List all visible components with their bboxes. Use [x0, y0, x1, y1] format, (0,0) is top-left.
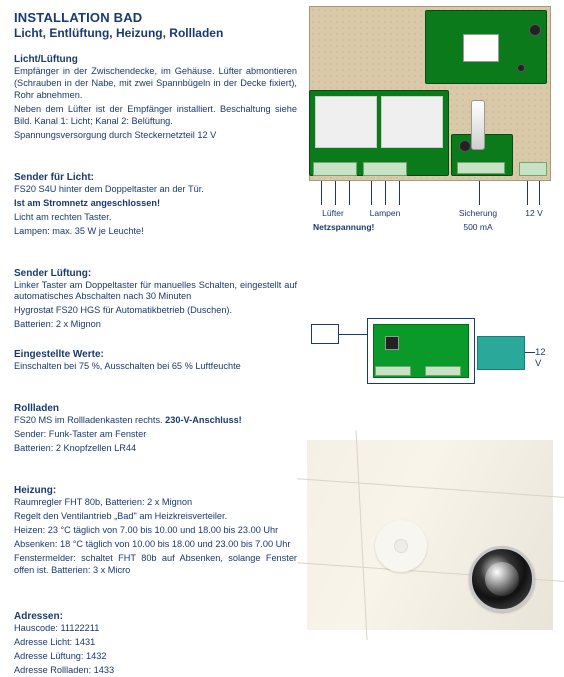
terminal-luefter: [313, 162, 357, 176]
section-head-heating: Heizung:: [14, 485, 297, 496]
para: Lampen: max. 35 W je Leuchte!: [14, 226, 297, 238]
figure-board-wiring: Lüfter Lampen Sicherung 12 V Netzspannun…: [309, 6, 551, 246]
para: Raumregler FHT 80b, Batterien: 2 x Migno…: [14, 497, 297, 509]
para: Absenken: 18 °C täglich von 10.00 bis 18…: [14, 539, 297, 551]
terminal-fuse: [457, 162, 505, 174]
para: FS20 MS im Rollladenkasten rechts. 230-V…: [14, 415, 297, 427]
tile-grout: [356, 430, 368, 640]
section-head-sender-vent: Sender Lüftung:: [14, 268, 297, 279]
para: Licht am rechten Taster.: [14, 212, 297, 224]
label-500ma: 500 mA: [447, 222, 509, 232]
label-luefter: Lüfter: [313, 208, 353, 218]
wire-lead: [479, 181, 480, 205]
capacitor: [517, 64, 525, 72]
wire-lead: [321, 181, 322, 205]
wire-lead: [539, 181, 540, 205]
terminal: [375, 366, 411, 376]
label-lampen: Lampen: [363, 208, 407, 218]
para: Einschalten bei 75 %, Ausschalten bei 65…: [14, 361, 297, 373]
text-bold: 230-V-Anschluss!: [165, 415, 242, 425]
fuse: [471, 100, 485, 150]
lamp-reflector: [485, 562, 519, 596]
text: FS20 MS im Rollladenkasten rechts.: [14, 415, 165, 425]
section-head-values: Eingestellte Werte:: [14, 349, 297, 360]
wire-lead: [399, 181, 400, 205]
section-head-addresses: Adressen:: [14, 611, 297, 622]
terminal: [425, 366, 461, 376]
wire-lead: [335, 181, 336, 205]
section-head-light: Licht/Lüftung: [14, 54, 297, 65]
para: Hauscode: 11122211: [14, 623, 297, 635]
wire-line: [525, 352, 535, 353]
para: Adresse Lüftung: 1432: [14, 651, 297, 663]
para: Linker Taster am Doppeltaster für manuel…: [14, 280, 297, 304]
label-12v: 12 V: [517, 208, 551, 218]
para: Spannungsversorgung durch Steckernetztei…: [14, 130, 297, 142]
section-head-sender-light: Sender für Licht:: [14, 172, 297, 183]
psu-block: [477, 336, 525, 370]
para: Hygrostat FS20 HGS für Automatikbetrieb …: [14, 305, 297, 317]
label-12v: 12 V: [535, 347, 553, 369]
ic-chip: [385, 336, 399, 350]
chip: [463, 34, 499, 62]
para: Sender: Funk-Taster am Fenster: [14, 429, 297, 441]
figure-schematic: 12 V: [307, 312, 553, 412]
capacitor: [459, 140, 471, 152]
para: Batterien: 2 Knopfzellen LR44: [14, 443, 297, 455]
switch-symbol: [311, 324, 339, 344]
figure-column: Lüfter Lampen Sicherung 12 V Netzspannun…: [305, 0, 564, 639]
para: Regelt den Ventilantrieb „Bad" am Heizkr…: [14, 511, 297, 523]
para: Heizen: 23 °C täglich von 7.00 bis 10.00…: [14, 525, 297, 537]
wire-lead: [371, 181, 372, 205]
para: Neben dem Lüfter ist der Empfänger insta…: [14, 104, 297, 128]
tile-grout: [297, 478, 564, 499]
figure-ceiling-photo: [307, 440, 553, 630]
page-subtitle: Licht, Entlüftung, Heizung, Rollladen: [14, 26, 297, 40]
para: Fenstermelder: schaltet FHT 80b auf Abse…: [14, 553, 297, 577]
text-column: INSTALLATION BAD Licht, Entlüftung, Heiz…: [0, 0, 305, 639]
para-bold: Ist am Stromnetz angeschlossen!: [14, 198, 297, 210]
sensor-lens: [394, 539, 408, 553]
para: Empfänger in der Zwischendecke, im Gehäu…: [14, 66, 297, 102]
label-sicherung: Sicherung: [447, 208, 509, 218]
wire-line: [339, 334, 369, 335]
para: FS20 S4U hinter dem Doppeltaster an der …: [14, 184, 297, 196]
terminal-lampen: [363, 162, 407, 176]
section-head-roll: Rollladen: [14, 403, 297, 414]
label-netzspannung: Netzspannung!: [313, 222, 413, 232]
relay-block: [381, 96, 443, 148]
wire-lead: [527, 181, 528, 205]
capacitor: [529, 24, 541, 36]
page-title: INSTALLATION BAD: [14, 10, 297, 25]
terminal-12v: [519, 162, 547, 176]
wire-lead: [349, 181, 350, 205]
para: Batterien: 2 x Mignon: [14, 319, 297, 331]
para: Adresse Rollladen: 1433: [14, 665, 297, 677]
relay-block: [315, 96, 377, 148]
wire-lead: [385, 181, 386, 205]
